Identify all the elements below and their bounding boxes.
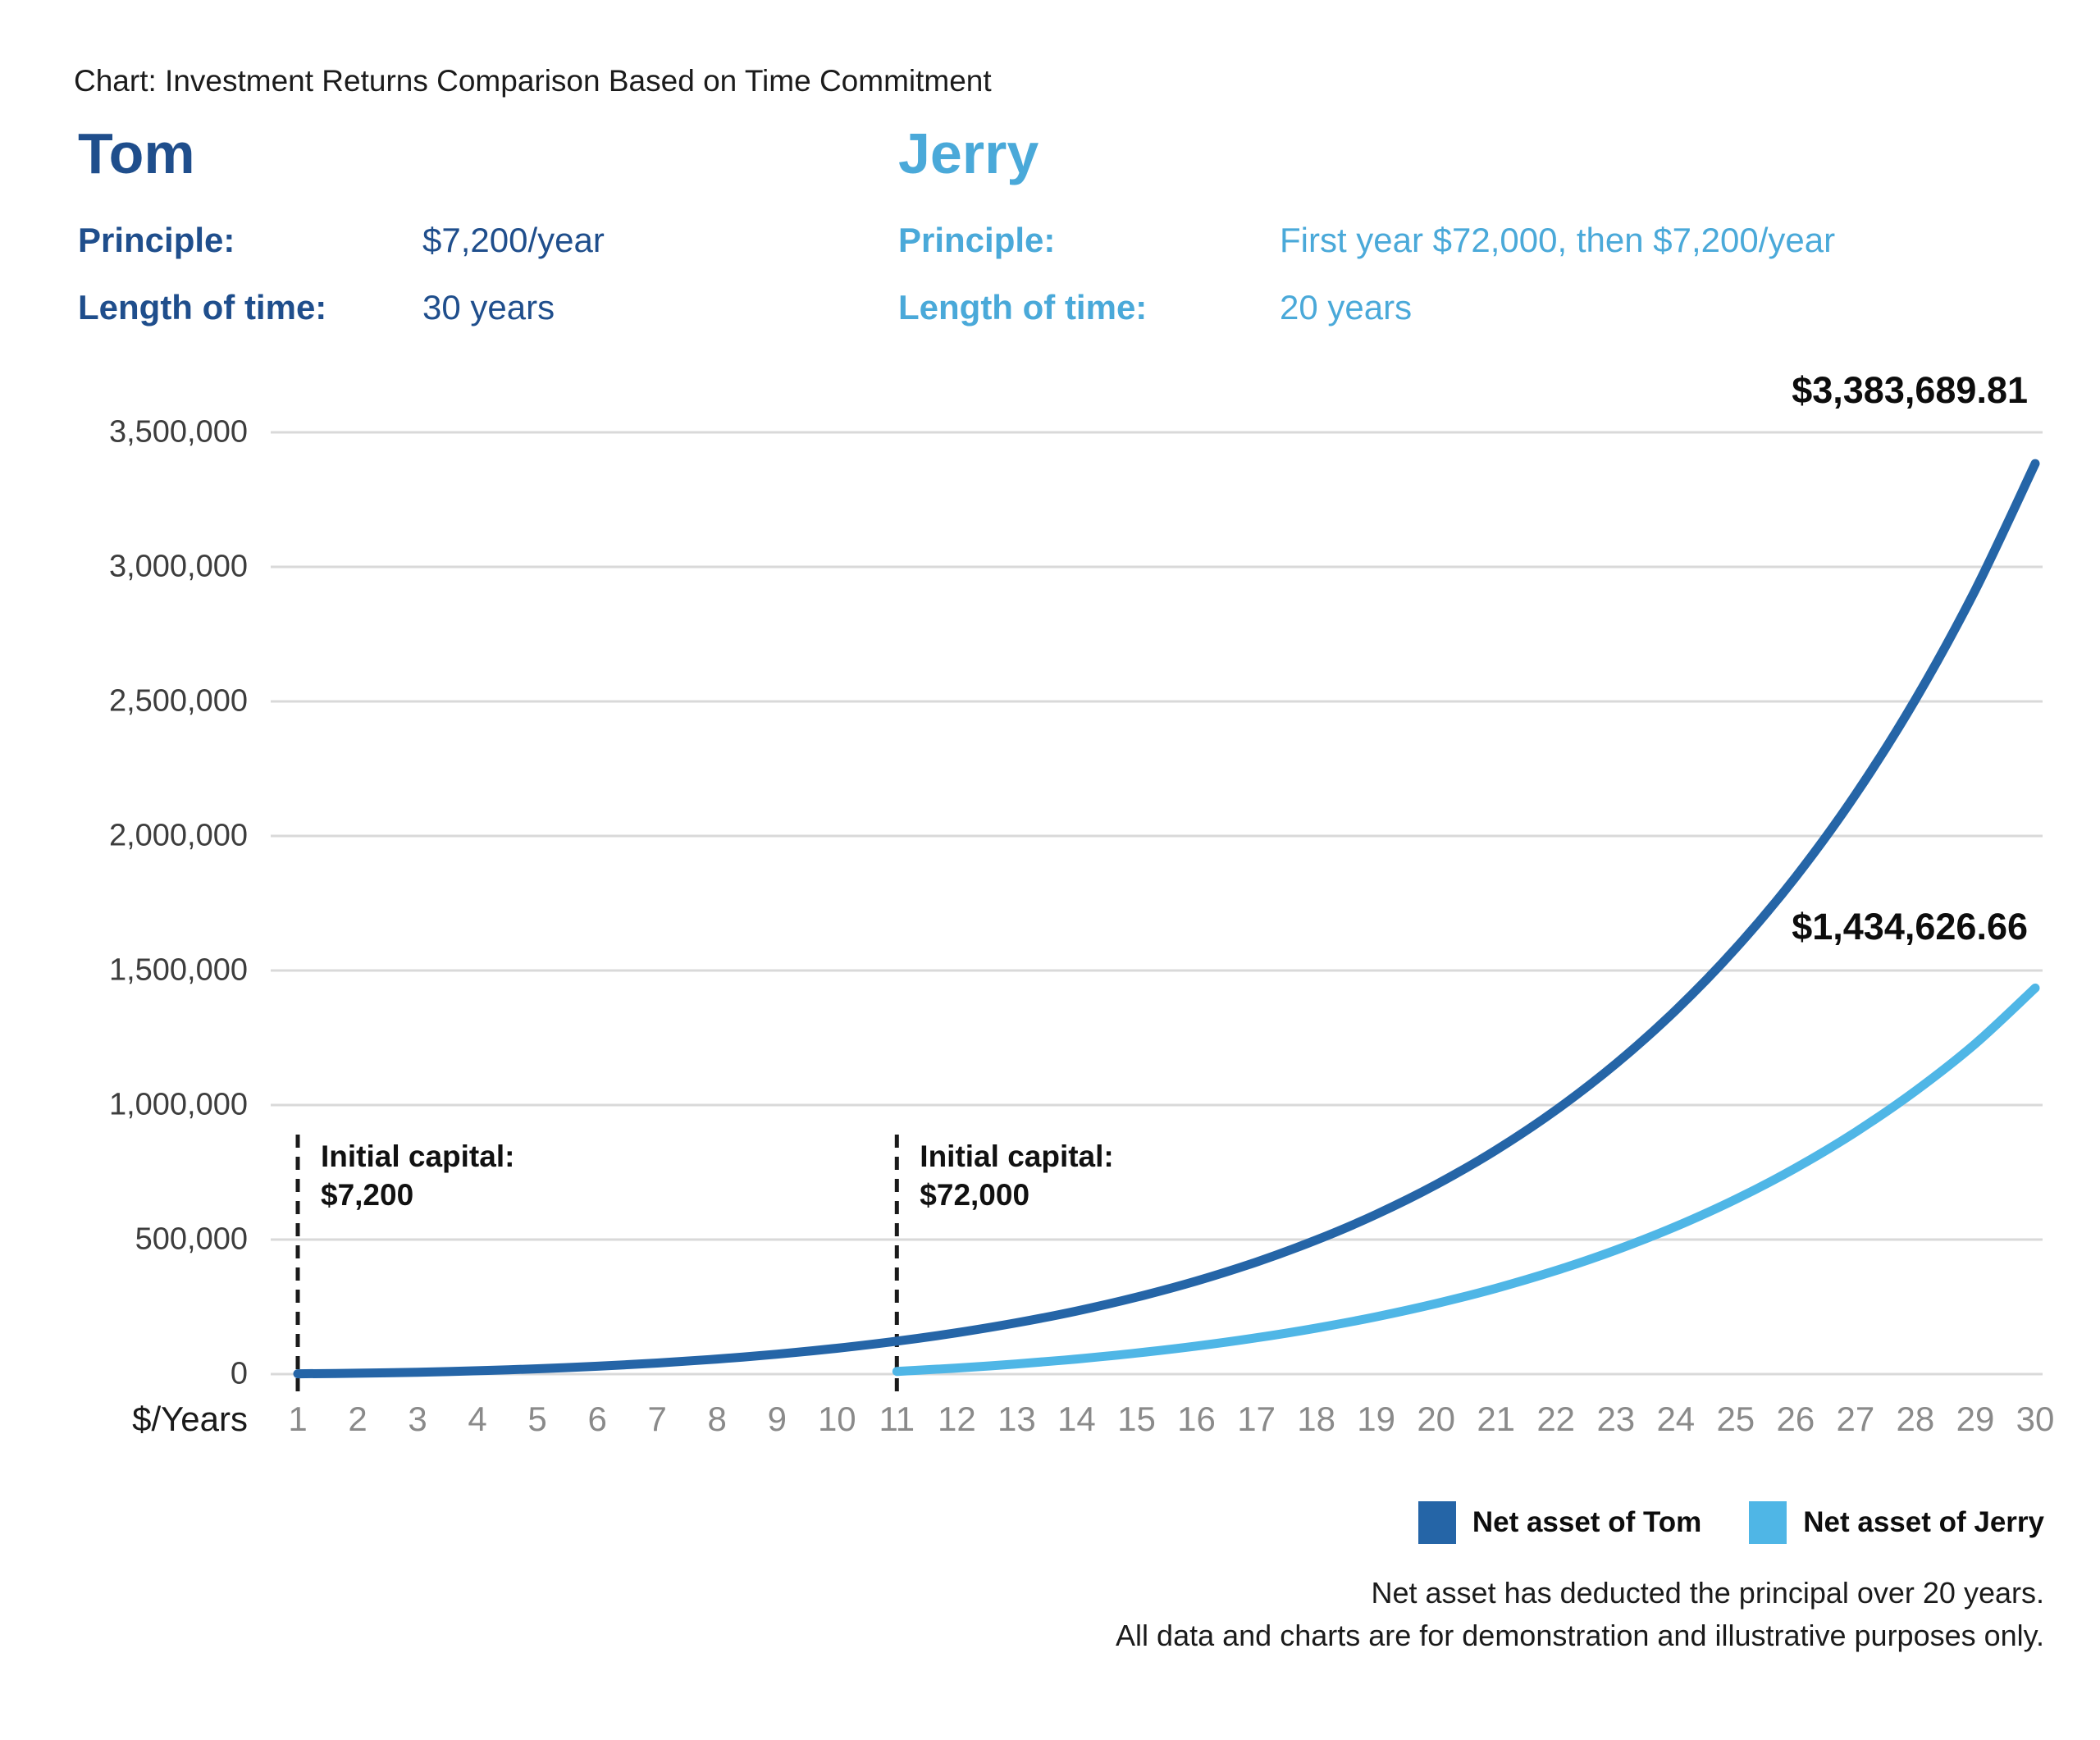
tom-final-value-label: $3,383,689.81 <box>1792 369 2028 411</box>
axis-unit-label: $/Years <box>132 1400 248 1438</box>
legend-item-tom: Net asset of Tom <box>1418 1501 1701 1544</box>
x-tick-label: 10 <box>817 1400 856 1438</box>
tom-summary-block: Tom Principle: $7,200/year Length of tim… <box>78 123 605 328</box>
tom-length-label: Length of time: <box>78 288 327 327</box>
x-tick-label: 5 <box>527 1400 547 1438</box>
initial-capital-annotation-jerry-label: Initial capital: <box>920 1139 1114 1173</box>
x-tick-label: 9 <box>767 1400 787 1438</box>
x-tick-label: 21 <box>1477 1400 1516 1438</box>
x-tick-label: 23 <box>1596 1400 1636 1438</box>
initial-capital-annotation-tom: Initial capital: $7,200 <box>321 1137 514 1214</box>
footnote-2: All data and charts are for demonstratio… <box>1116 1619 2044 1652</box>
y-tick-label: 2,000,000 <box>108 818 248 853</box>
legend-label-jerry: Net asset of Jerry <box>1803 1506 2044 1538</box>
x-tick-label: 27 <box>1836 1400 1875 1438</box>
x-tick-label: 4 <box>468 1400 487 1438</box>
y-tick-label: 0 <box>230 1356 248 1391</box>
tom-details: Principle: $7,200/year Length of time: 3… <box>78 220 605 328</box>
x-tick-label: 26 <box>1776 1400 1815 1438</box>
y-tick-label: 2,500,000 <box>108 683 248 719</box>
x-tick-label: 29 <box>1956 1400 1995 1438</box>
x-tick-label: 2 <box>348 1400 368 1438</box>
jerry-summary-block: Jerry Principle: First year $72,000, the… <box>898 123 1835 328</box>
x-tick-label: 3 <box>408 1400 427 1438</box>
x-tick-label: 8 <box>707 1400 727 1438</box>
jerry-final-value-label: $1,434,626.66 <box>1792 906 2028 948</box>
tom-length-row: Length of time: 30 years <box>78 287 605 328</box>
tom-name: Tom <box>78 121 195 185</box>
legend-item-jerry: Net asset of Jerry <box>1749 1501 2044 1544</box>
jerry-principle-row: Principle: First year $72,000, then $7,2… <box>898 220 1835 261</box>
x-tick-label: 11 <box>879 1400 915 1438</box>
x-tick-label: 6 <box>587 1400 607 1438</box>
tom-series-swatch-icon <box>1418 1501 1456 1544</box>
jerry-length-value: 20 years <box>1280 288 1413 327</box>
x-tick-label: 24 <box>1656 1400 1696 1438</box>
x-tick-label: 1 <box>288 1400 308 1438</box>
x-tick-label: 20 <box>1417 1400 1456 1438</box>
tom-length-value: 30 years <box>422 288 555 327</box>
y-tick-label: 3,500,000 <box>108 414 248 450</box>
initial-capital-annotation-jerry-value: $72,000 <box>920 1178 1030 1212</box>
initial-capital-annotation-tom-value: $7,200 <box>321 1178 414 1212</box>
x-tick-label: 16 <box>1177 1400 1216 1438</box>
x-tick-label: 30 <box>2016 1400 2055 1438</box>
initial-capital-annotation-tom-label: Initial capital: <box>321 1139 515 1173</box>
tom-principle-row: Principle: $7,200/year <box>78 220 605 261</box>
jerry-length-label: Length of time: <box>898 288 1148 327</box>
y-tick-label: 3,000,000 <box>108 549 248 584</box>
jerry-length-row: Length of time: 20 years <box>898 287 1835 328</box>
page-title: Chart: Investment Returns Comparison Bas… <box>74 64 992 98</box>
net-asset-of-jerry-line <box>892 983 2040 1377</box>
chart-legend: Net asset of Tom Net asset of Jerry <box>1418 1501 2044 1544</box>
y-tick-label: 500,000 <box>135 1222 248 1257</box>
x-tick-label: 13 <box>998 1400 1036 1438</box>
net-asset-of-tom-line <box>293 459 2040 1379</box>
x-tick-label: 19 <box>1357 1400 1395 1438</box>
jerry-principle-value: First year $72,000, then $7,200/year <box>1280 221 1836 259</box>
legend-label-tom: Net asset of Tom <box>1472 1506 1702 1538</box>
x-tick-label: 28 <box>1896 1400 1935 1438</box>
x-tick-label: 7 <box>647 1400 667 1438</box>
tom-principle-value: $7,200/year <box>422 221 605 259</box>
y-tick-label: 1,500,000 <box>108 952 248 988</box>
x-tick-label: 17 <box>1237 1400 1276 1438</box>
tom-principle-label: Principle: <box>78 221 235 259</box>
x-tick-label: 14 <box>1057 1400 1096 1438</box>
jerry-details: Principle: First year $72,000, then $7,2… <box>898 220 1835 328</box>
jerry-name: Jerry <box>898 121 1039 185</box>
x-tick-label: 22 <box>1536 1400 1576 1438</box>
footnote-1: Net asset has deducted the principal ove… <box>1371 1576 2044 1610</box>
footnotes: Net asset has deducted the principal ove… <box>1116 1572 2044 1657</box>
x-tick-label: 25 <box>1716 1400 1755 1438</box>
jerry-principle-label: Principle: <box>898 221 1056 259</box>
jerry-series-swatch-icon <box>1749 1501 1787 1544</box>
y-tick-label: 1,000,000 <box>108 1087 248 1122</box>
x-tick-label: 15 <box>1117 1400 1156 1438</box>
initial-capital-annotation-jerry: Initial capital: $72,000 <box>920 1137 1113 1214</box>
x-tick-label: 12 <box>938 1400 976 1438</box>
x-tick-label: 18 <box>1297 1400 1335 1438</box>
